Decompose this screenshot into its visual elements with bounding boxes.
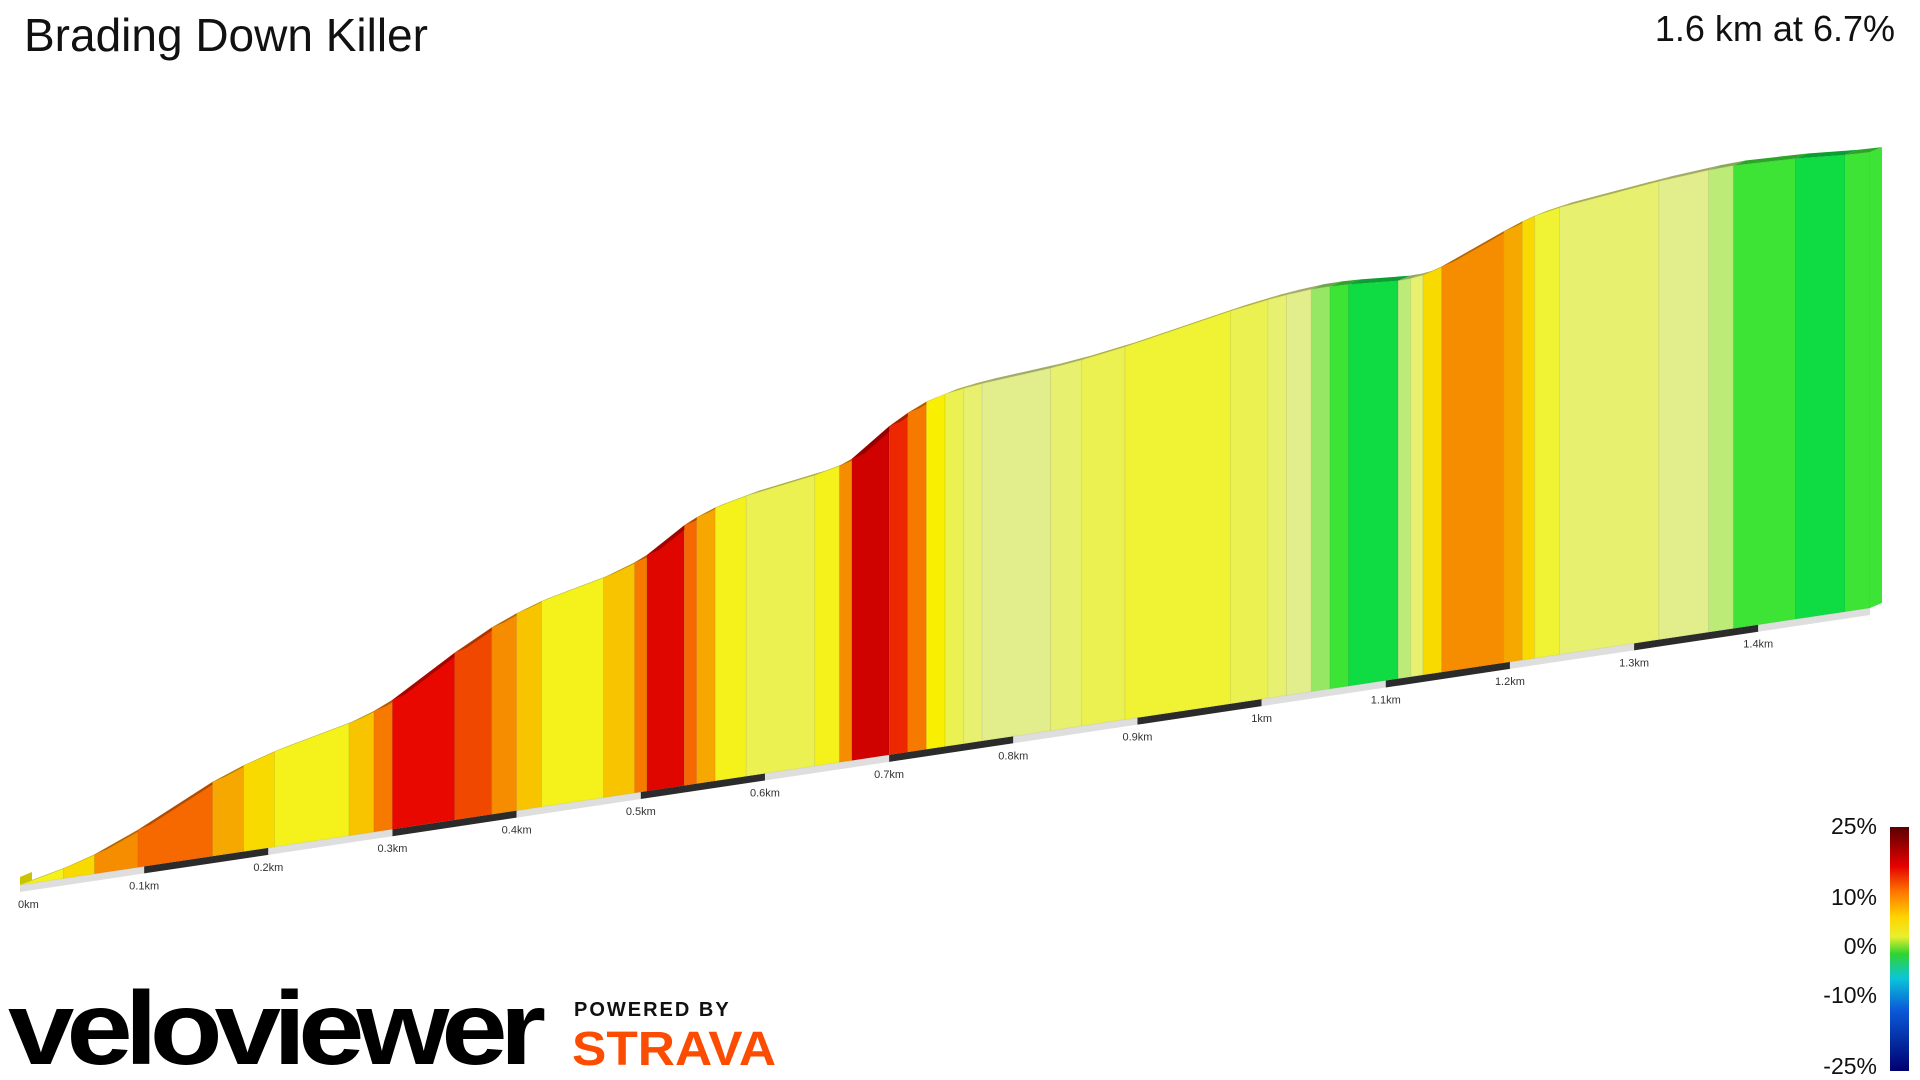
distance-tick-label: 0.8km (998, 750, 1028, 762)
gradient-segment-top (1329, 279, 1361, 287)
profile-end-face (1870, 147, 1882, 608)
baseline-band (516, 792, 641, 818)
gradient-segment-top (1559, 176, 1671, 208)
distance-tick-label: 1.3km (1619, 657, 1649, 669)
gradient-segment-top (454, 622, 504, 653)
gradient-segment-top (20, 863, 76, 885)
distance-tick-label: 0.2km (253, 862, 283, 874)
gradient-segment-top (1658, 165, 1721, 182)
gradient-segment-top (274, 718, 362, 752)
gradient-segment-top (1230, 294, 1280, 311)
segment-summary: 1.6 km at 6.7% (1654, 8, 1895, 49)
distance-tick-label: 0.5km (626, 806, 656, 818)
gradient-segment-top (541, 572, 616, 602)
elevation-profile-chart: 0km 0.1km 0.2km 0.3km 0.4km 0.5km 0.6km 0.7km 0.… (18, 147, 1882, 911)
distance-tick-label: 0.3km (377, 843, 407, 855)
baseline-band (1385, 661, 1510, 688)
gradient-segment-top (1267, 289, 1299, 300)
gradient-segment-top (1733, 153, 1808, 166)
gradient-segment-top (963, 378, 995, 389)
legend-label-minus-10: -10% (1823, 982, 1877, 1008)
gradient-segment-top (94, 824, 150, 855)
gradient-segment-top (1286, 284, 1324, 295)
gradient-segment-top (647, 520, 697, 556)
baseline-band (1137, 699, 1262, 725)
distance-tick-label: 1km (1251, 713, 1272, 725)
distance-tick-label: 1.2km (1495, 676, 1525, 688)
distance-tick-label: 0.6km (750, 787, 780, 799)
baseline-band (144, 847, 269, 874)
gradient-segment-top (1311, 281, 1342, 290)
baseline-band (268, 829, 393, 855)
gradient-segment-top (137, 776, 225, 830)
gradient-segment-top (1081, 341, 1138, 360)
strava-logo: STRAVA (572, 1023, 776, 1076)
gradient-segment-top (982, 363, 1063, 384)
legend-label-minus-25: -25% (1823, 1053, 1877, 1079)
gradient-segment-top (1398, 273, 1423, 281)
gradient-segment-top (1708, 160, 1746, 171)
legend-label-0: 0% (1844, 933, 1877, 959)
baseline-band (640, 773, 765, 800)
distance-tick-label: 0.1km (129, 880, 159, 892)
gradient-segment-top (392, 647, 467, 700)
powered-by-label: POWERED BY (574, 999, 731, 1021)
baseline-band (889, 736, 1014, 762)
gradient-segment-top (1845, 147, 1882, 155)
gradient-segment-top (1050, 354, 1094, 369)
gradient-segment-top (1441, 226, 1516, 267)
baseline-band (1634, 624, 1759, 651)
gradient-segment-top (1125, 305, 1243, 347)
gradient-segment-top (945, 383, 976, 395)
profile-start-face (20, 872, 32, 885)
baseline-band (1261, 680, 1386, 707)
distance-tick-label: 1.1km (1371, 695, 1401, 707)
segment-title: Brading Down Killer (24, 9, 428, 61)
gradient-segment-top (715, 490, 759, 508)
legend-label-10: 10% (1831, 884, 1877, 910)
legend-label-25: 25% (1831, 813, 1877, 839)
distance-tick-label: 1.4km (1743, 639, 1773, 651)
baseline-band (1013, 717, 1138, 744)
veloviewer-logo: veloviewer (8, 976, 544, 1076)
baseline-band (392, 810, 517, 837)
distance-tick-label: 0km (18, 899, 39, 911)
gradient-segment-top (1410, 270, 1436, 279)
distance-tick-label: 0.4km (502, 825, 532, 837)
gradient-segment-top (1348, 275, 1411, 285)
baseline-band (1509, 643, 1635, 669)
branding: veloviewer POWERED BY STRAVA (8, 976, 776, 1076)
legend-color-bar (1890, 827, 1909, 1071)
gradient-segment-top (851, 421, 902, 459)
gradient-segment-top (746, 470, 827, 496)
gradient-segment-top (926, 389, 957, 402)
distance-tick-label: 0.9km (1122, 732, 1152, 744)
gradient-segment-top (1534, 202, 1572, 216)
baseline-band (1758, 608, 1870, 632)
baseline-band (764, 754, 890, 781)
distance-tick-label: 0.7km (874, 769, 904, 781)
gradient-segment-top (1795, 149, 1858, 159)
baseline-band (20, 866, 145, 892)
